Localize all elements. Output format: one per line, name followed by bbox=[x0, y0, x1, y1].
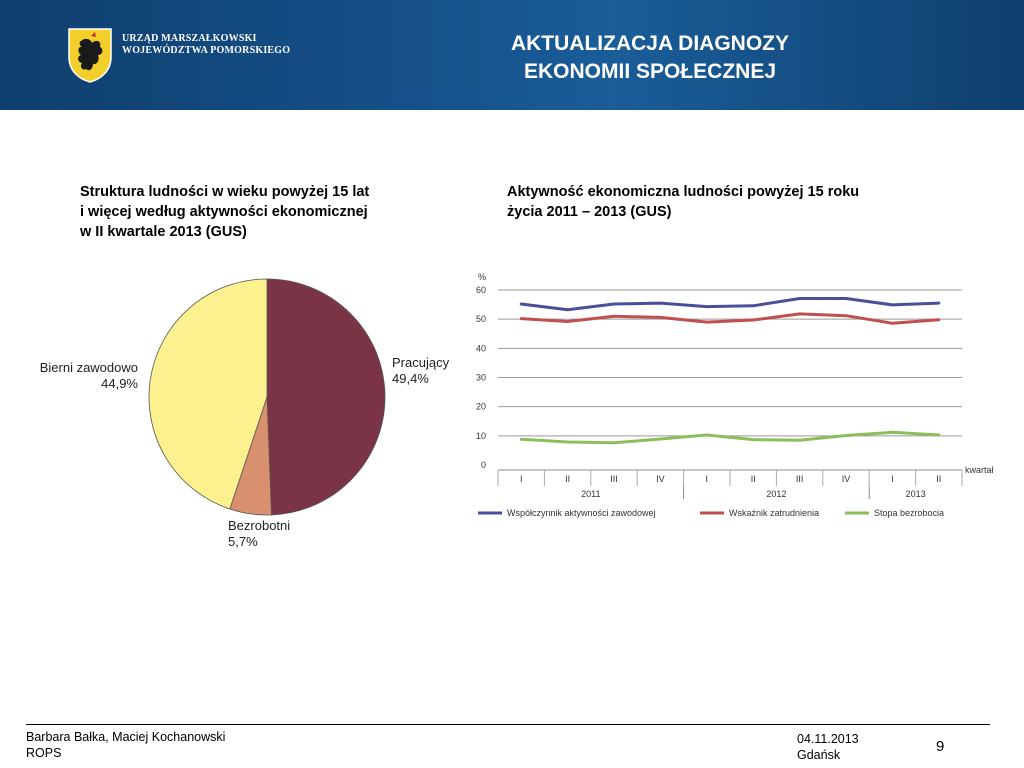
pie-title-line-2: i więcej według aktywności ekonomicznej bbox=[80, 204, 368, 220]
pie-value-3: 44,9% bbox=[101, 376, 138, 391]
x-category-8: IV bbox=[842, 474, 851, 484]
series-line-2 bbox=[519, 312, 941, 325]
pie-slice-1 bbox=[266, 278, 386, 516]
y-axis-unit: % bbox=[478, 272, 486, 282]
y-tick-10: 10 bbox=[476, 431, 486, 441]
year-label-2012: 2012 bbox=[766, 489, 786, 499]
pie-label-1: Pracujący bbox=[392, 355, 450, 370]
footer-left: Barbara Bałka, Maciej Kochanowski ROPS bbox=[26, 729, 225, 761]
title-line-1: AKTUALIZACJA DIAGNOZY bbox=[510, 32, 790, 55]
pie-value-2: 5,7% bbox=[228, 534, 258, 549]
line-chart-title: Aktywność ekonomiczna ludności powyżej 1… bbox=[507, 182, 859, 222]
x-category-7: III bbox=[796, 474, 804, 484]
y-tick-50: 50 bbox=[476, 314, 486, 324]
y-tick-30: 30 bbox=[476, 373, 486, 383]
x-category-3: III bbox=[610, 474, 618, 484]
x-category-10: II bbox=[936, 474, 941, 484]
x-category-1: I bbox=[520, 474, 523, 484]
line-title-line-1: Aktywność ekonomiczna ludności powyżej 1… bbox=[507, 184, 860, 200]
x-category-6: II bbox=[751, 474, 756, 484]
pie-chart-title: Struktura ludności w wieku powyżej 15 la… bbox=[80, 182, 369, 242]
org-line-1: URZĄD MARSZAŁKOWSKI bbox=[122, 33, 257, 44]
line-title-line-2: życia 2011 – 2013 (GUS) bbox=[507, 204, 672, 220]
pie-title-line-3: w II kwartale 2013 (GUS) bbox=[80, 224, 247, 240]
pie-slice-3 bbox=[148, 278, 268, 510]
legend-label-3: Stopa bezrobocia bbox=[874, 508, 944, 518]
pie-title-line-1: Struktura ludności w wieku powyżej 15 la… bbox=[80, 184, 370, 200]
footer-divider bbox=[26, 724, 990, 725]
x-category-9: I bbox=[891, 474, 894, 484]
title-line-2: EKONOMII SPOŁECZNEJ bbox=[523, 60, 777, 83]
pie-label-3: Bierni zawodowo bbox=[40, 360, 138, 375]
footer-authors: Barbara Bałka, Maciej Kochanowski bbox=[26, 730, 226, 744]
x-category-2: II bbox=[565, 474, 570, 484]
y-tick-20: 20 bbox=[476, 402, 486, 412]
footer-org: ROPS bbox=[26, 746, 62, 760]
y-tick-0: 0 bbox=[481, 460, 486, 470]
pie-value-1: 49,4% bbox=[392, 371, 429, 386]
header-banner: URZĄD MARSZAŁKOWSKI WOJEWÓDZTWA POMORSKI… bbox=[0, 0, 1024, 110]
x-axis-unit: kwartał bbox=[965, 465, 994, 475]
page-title: AKTUALIZACJA DIAGNOZY EKONOMII SPOŁECZNE… bbox=[440, 30, 860, 86]
griffin-shield-icon bbox=[68, 28, 112, 83]
pie-label-2: Bezrobotni bbox=[228, 518, 290, 533]
year-label-2013: 2013 bbox=[906, 489, 926, 499]
x-category-5: I bbox=[706, 474, 709, 484]
footer-date: 04.11.2013 bbox=[797, 732, 859, 746]
series-line-1 bbox=[519, 297, 941, 312]
footer-place: Gdańsk bbox=[797, 748, 841, 762]
y-tick-60: 60 bbox=[476, 285, 486, 295]
legend-label-1: Współczynnik aktywności zawodowej bbox=[507, 508, 656, 518]
year-label-2011: 2011 bbox=[581, 489, 600, 499]
org-line-2: WOJEWÓDZTWA POMORSKIEGO bbox=[122, 45, 291, 56]
legend-label-2: Wskaźnik zatrudnienia bbox=[729, 508, 819, 518]
x-category-4: IV bbox=[656, 474, 665, 484]
y-tick-40: 40 bbox=[476, 343, 486, 353]
series-line-3 bbox=[519, 430, 941, 445]
page-number: 9 bbox=[936, 738, 945, 755]
organization-name: URZĄD MARSZAŁKOWSKI WOJEWÓDZTWA POMORSKI… bbox=[122, 33, 290, 57]
footer-right: 04.11.2013 Gdańsk bbox=[797, 731, 859, 763]
